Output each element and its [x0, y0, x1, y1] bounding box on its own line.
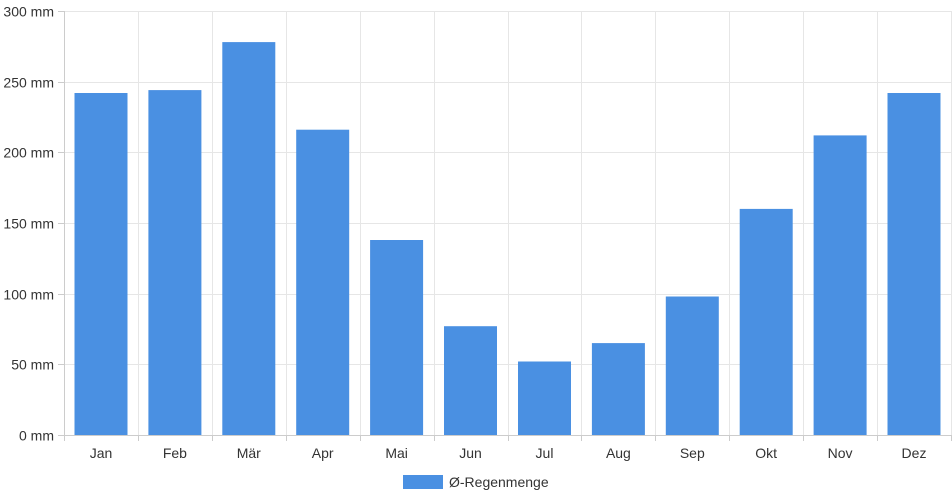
- bar-sep: [665, 296, 719, 435]
- x-axis-tick-labels: Jan Feb Mär Apr Mai Jun Jul Aug Sep Okt Nov Dez: [90, 445, 927, 461]
- bar-nov: [813, 135, 867, 435]
- x-tick-label: Apr: [312, 445, 334, 461]
- chart-grid: [64, 11, 952, 436]
- bar-apr: [296, 129, 350, 435]
- y-axis-tick-labels: 0 mm 50 mm 100 mm 150 mm 200 mm 250 mm 300 mm: [3, 4, 54, 444]
- x-tick-label: Nov: [828, 445, 853, 461]
- x-tick-label: Aug: [606, 445, 631, 461]
- x-tick-label: Sep: [680, 445, 705, 461]
- x-tick-label: Jun: [459, 445, 482, 461]
- bar-jun: [444, 326, 497, 435]
- y-tick-label: 250 mm: [3, 75, 54, 91]
- bar-feb: [148, 90, 202, 435]
- x-tick-label: Okt: [755, 445, 777, 461]
- bar-dez: [887, 93, 941, 435]
- x-tick-label: Feb: [163, 445, 187, 461]
- legend-swatch: [403, 475, 443, 489]
- bar-jul: [518, 361, 571, 435]
- x-tick-label: Dez: [902, 445, 927, 461]
- y-tick-label: 100 mm: [3, 287, 54, 303]
- y-tick-label: 200 mm: [3, 145, 54, 161]
- x-tick-label: Jan: [90, 445, 113, 461]
- bar-aug: [591, 343, 645, 435]
- bar-jan: [74, 93, 128, 435]
- y-tick-label: 0 mm: [19, 428, 54, 444]
- bar-mär: [222, 42, 276, 435]
- legend-label: Ø-Regenmenge: [449, 474, 549, 490]
- x-tick-label: Mär: [237, 445, 261, 461]
- chart-bars: [74, 42, 941, 435]
- bar-okt: [739, 208, 793, 435]
- y-tick-label: 150 mm: [3, 216, 54, 232]
- x-tick-label: Jul: [536, 445, 554, 461]
- y-tick-label: 300 mm: [3, 4, 54, 20]
- chart-legend: Ø-Regenmenge: [403, 473, 549, 491]
- y-tick-label: 50 mm: [11, 357, 54, 373]
- bar-mai: [370, 240, 424, 435]
- x-tick-label: Mai: [385, 445, 408, 461]
